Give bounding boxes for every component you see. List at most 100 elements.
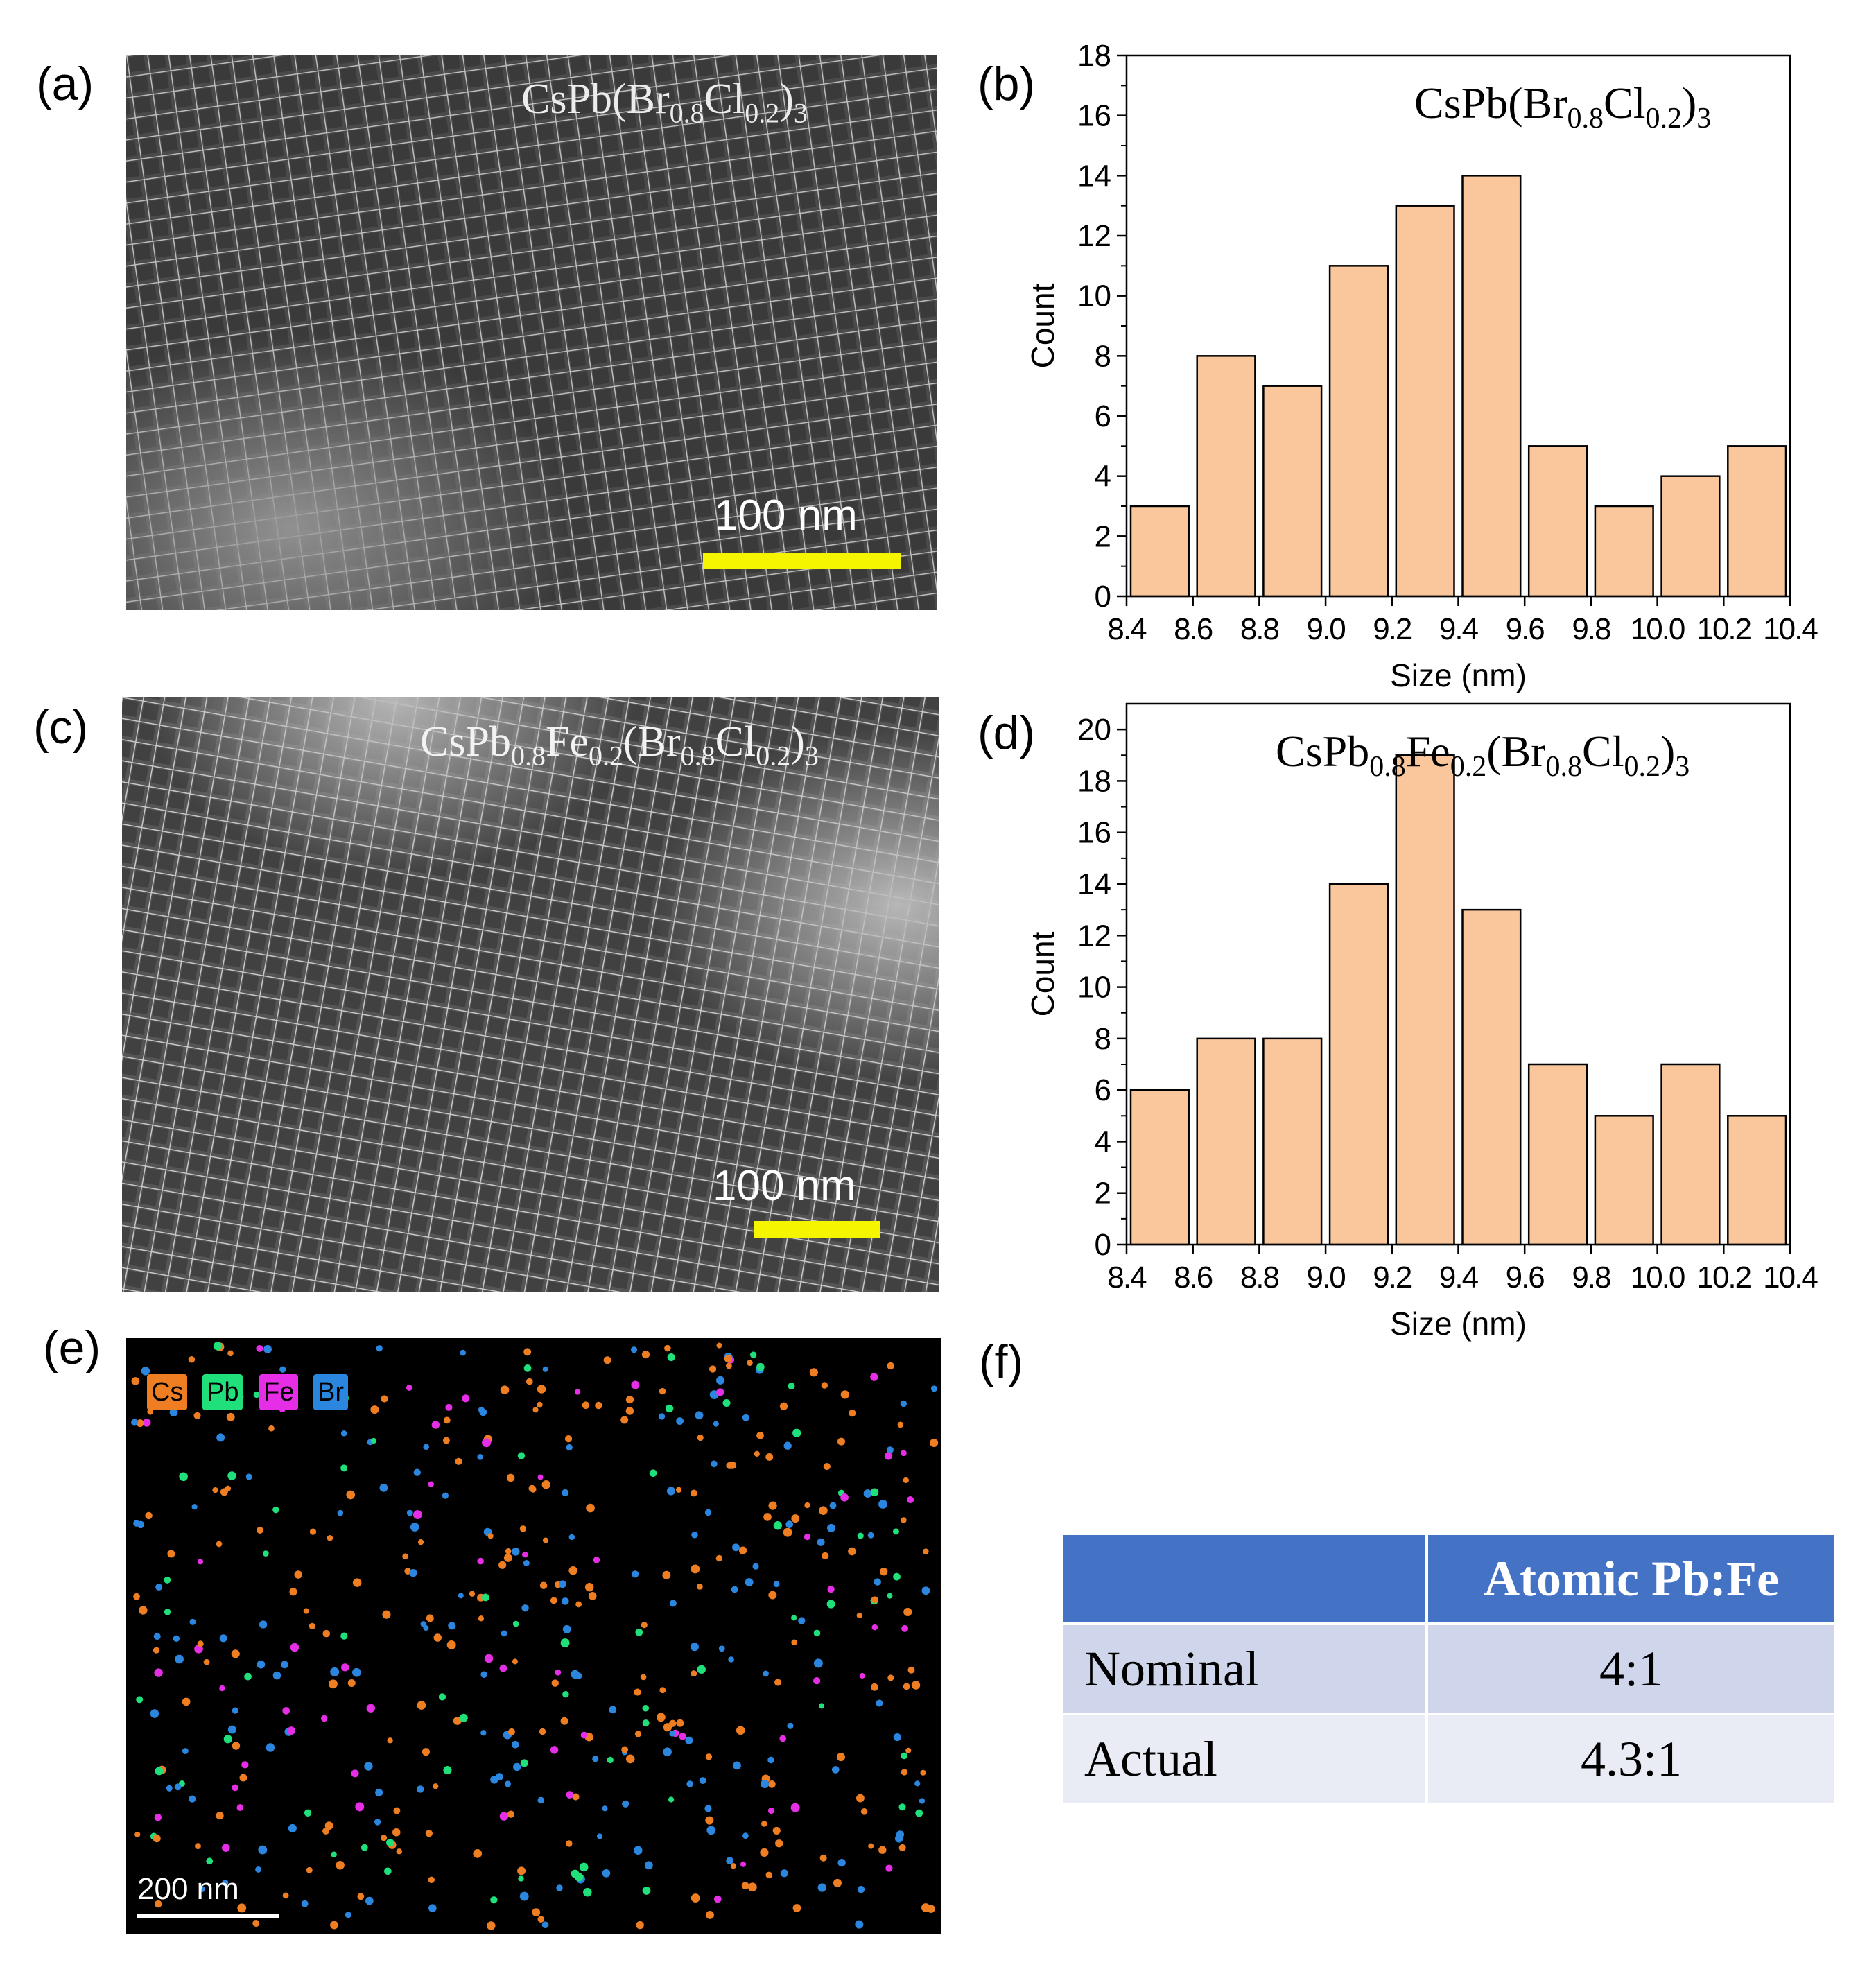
eds-dot bbox=[227, 1471, 236, 1480]
eds-dot bbox=[903, 1683, 910, 1690]
eds-dot bbox=[392, 1828, 401, 1837]
eds-dot bbox=[473, 1848, 483, 1858]
eds-dot bbox=[568, 1534, 575, 1541]
eds-dot bbox=[903, 1477, 909, 1484]
eds-dot bbox=[898, 1803, 906, 1811]
histogram-bar bbox=[1262, 385, 1323, 598]
eds-dot bbox=[892, 1528, 899, 1535]
eds-dot bbox=[501, 1630, 507, 1637]
eds-dot bbox=[175, 1654, 184, 1664]
eds-dot bbox=[798, 1617, 806, 1624]
eds-dot bbox=[279, 1366, 286, 1373]
eds-dot bbox=[438, 1693, 446, 1701]
eds-dot bbox=[272, 1671, 281, 1680]
eds-dot bbox=[711, 1460, 718, 1468]
eds-dot bbox=[231, 1649, 240, 1658]
eds-dot bbox=[521, 1604, 529, 1612]
y-tick-label: 2 bbox=[1095, 519, 1111, 553]
eds-dot bbox=[259, 1620, 268, 1629]
eds-dot bbox=[742, 1414, 749, 1421]
eds-dot bbox=[448, 1622, 456, 1630]
x-tick-label: 9.8 bbox=[1572, 1260, 1610, 1294]
histogram-bar bbox=[1727, 1115, 1787, 1246]
y-tick-label: 18 bbox=[1077, 764, 1111, 798]
eds-dot bbox=[517, 1452, 526, 1459]
eds-dot bbox=[193, 1412, 201, 1419]
eds-dot bbox=[331, 1851, 337, 1857]
eds-dot bbox=[919, 1798, 926, 1804]
histogram-bar bbox=[1129, 505, 1190, 598]
eds-dot bbox=[857, 1885, 865, 1893]
eds-dot bbox=[425, 1830, 433, 1837]
eds-dot bbox=[481, 1593, 489, 1602]
eds-dot bbox=[874, 1578, 881, 1586]
eds-dot bbox=[301, 1900, 309, 1907]
eds-dot bbox=[696, 1583, 703, 1590]
eds-dot bbox=[268, 1425, 275, 1432]
histogram-bar bbox=[1527, 445, 1588, 598]
eds-dot bbox=[837, 1437, 845, 1446]
eds-dot bbox=[199, 1886, 205, 1892]
histogram-bar bbox=[1129, 1089, 1190, 1246]
eds-dot bbox=[923, 1548, 929, 1554]
eds-dot bbox=[893, 1733, 901, 1742]
eds-dot bbox=[747, 1360, 753, 1366]
eds-dot bbox=[884, 1452, 892, 1460]
eds-dot bbox=[478, 1406, 485, 1413]
eds-dot bbox=[252, 1920, 260, 1927]
eds-map: Cs Pb Fe Br 200 nm bbox=[126, 1338, 941, 1934]
eds-dot bbox=[212, 1487, 218, 1493]
eds-dot bbox=[232, 1742, 241, 1750]
x-tick-label: 8.6 bbox=[1174, 1260, 1213, 1294]
eds-dot bbox=[257, 1527, 263, 1534]
eds-dot bbox=[460, 1349, 466, 1356]
scale-bar-a bbox=[703, 553, 901, 569]
eds-dot bbox=[179, 1472, 188, 1482]
eds-dot bbox=[644, 1861, 653, 1870]
eds-dot bbox=[583, 1887, 592, 1897]
eds-dot bbox=[690, 1489, 697, 1497]
panel-label-d: (d) bbox=[978, 707, 1036, 759]
eds-dot bbox=[870, 1373, 878, 1381]
eds-dot bbox=[413, 1468, 421, 1476]
eds-dot bbox=[141, 1367, 150, 1376]
eds-dot bbox=[145, 1511, 153, 1520]
eds-dot bbox=[345, 1912, 351, 1918]
eds-dot bbox=[288, 1823, 297, 1833]
eds-dot bbox=[715, 1554, 723, 1562]
eds-dot bbox=[384, 1867, 392, 1875]
eds-dot bbox=[878, 1846, 887, 1854]
eds-dot bbox=[537, 1796, 545, 1804]
eds-dot bbox=[822, 1552, 829, 1559]
eds-dot bbox=[779, 1735, 787, 1742]
histogram-bar bbox=[1328, 883, 1389, 1246]
eds-dot bbox=[901, 1769, 908, 1776]
x-tick-label: 8.4 bbox=[1107, 1260, 1147, 1294]
eds-dot bbox=[154, 1814, 162, 1821]
eds-dot bbox=[676, 1719, 684, 1727]
eds-dot bbox=[336, 1860, 345, 1870]
eds-dot bbox=[722, 1398, 731, 1407]
eds-dot bbox=[541, 1480, 550, 1489]
eds-dot bbox=[602, 1805, 608, 1812]
eds-dot bbox=[503, 1554, 512, 1562]
eds-dot bbox=[901, 1752, 907, 1760]
eds-dot bbox=[431, 1421, 440, 1429]
x-axis-label: Size (nm) bbox=[1390, 657, 1527, 693]
x-tick-label: 9.6 bbox=[1506, 612, 1545, 646]
eds-dot bbox=[164, 1609, 171, 1615]
eds-dot bbox=[765, 1453, 774, 1461]
eds-dot bbox=[154, 1668, 163, 1677]
eds-dot bbox=[417, 1701, 426, 1710]
eds-dot bbox=[664, 1344, 671, 1352]
eds-dot bbox=[791, 1514, 800, 1523]
eds-dot bbox=[809, 1368, 819, 1377]
eds-dot bbox=[788, 1383, 795, 1390]
eds-dot bbox=[631, 1380, 640, 1389]
panel-label-c: (c) bbox=[33, 701, 89, 754]
eds-scale-bar bbox=[137, 1914, 279, 1918]
x-tick-label: 9.2 bbox=[1373, 612, 1412, 646]
eds-dot bbox=[537, 1385, 546, 1394]
tem-label-c: CsPb0.8Fe0.2(Br0.8Cl0.2)3 bbox=[420, 718, 819, 772]
eds-dot bbox=[541, 1921, 549, 1929]
